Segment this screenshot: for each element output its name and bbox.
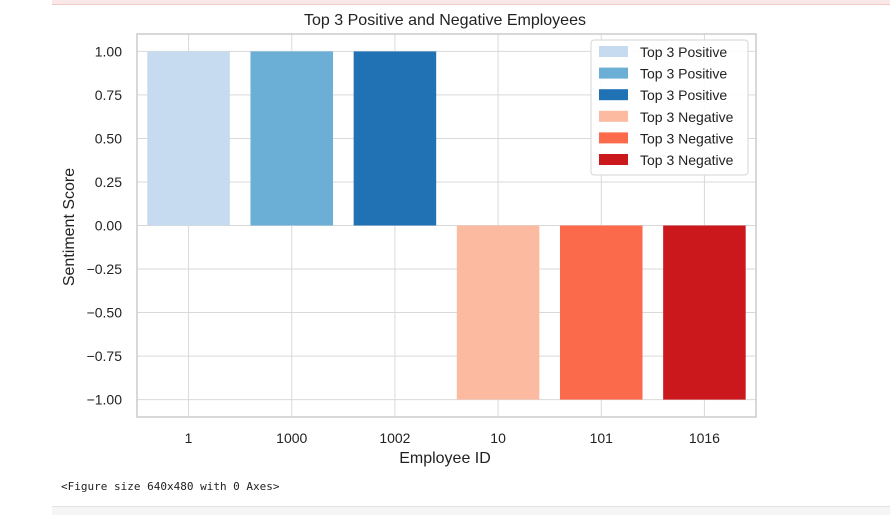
legend-label: Top 3 Positive [640, 87, 727, 103]
y-tick-label: 0.75 [95, 87, 122, 103]
x-tick-label: 101 [590, 430, 614, 446]
legend-swatch [599, 46, 628, 57]
bar-1 [147, 51, 230, 226]
y-tick-label: 0.25 [95, 174, 122, 190]
y-tick-label: 0.00 [95, 218, 122, 234]
x-axis-label: Employee ID [399, 450, 491, 467]
y-tick-label: −0.75 [87, 348, 123, 364]
y-tick-label: −1.00 [87, 392, 123, 408]
legend-label: Top 3 Negative [640, 109, 734, 125]
y-axis-label: Sentiment Score [61, 168, 78, 286]
bar-1016 [663, 225, 746, 400]
y-tick-label: 0.50 [95, 130, 122, 146]
next-cell-edge [52, 506, 890, 515]
bars [147, 51, 746, 400]
legend-label: Top 3 Negative [640, 130, 734, 146]
legend-label: Top 3 Positive [640, 44, 727, 60]
plot-frame [136, 33, 757, 418]
bar-101 [559, 225, 643, 400]
legend-swatch [599, 154, 628, 165]
legend-swatch [599, 110, 628, 122]
legend-box [590, 39, 749, 176]
y-tick-labels: 1.00 0.75 0.50 0.25 0.00 −0.25 −0.50 −0.75 −1.00 [87, 43, 123, 407]
x-tick-label: 1 [185, 430, 193, 446]
legend: Top 3 Positive Top 3 Positive Top 3 Positi… [590, 39, 749, 176]
bar-10 [456, 225, 540, 400]
legend-swatch [599, 89, 628, 101]
bar-1000 [250, 51, 334, 226]
legend-label: Top 3 Positive [640, 66, 727, 82]
x-tick-labels: 1 1000 1002 10 101 1016 [185, 430, 721, 446]
y-tick-label: −0.25 [87, 261, 123, 277]
chart-title: Top 3 Positive and Negative Employees [304, 12, 586, 29]
legend-swatch [599, 67, 628, 79]
x-tick-label: 10 [490, 430, 506, 446]
y-tick-label: 1.00 [95, 43, 122, 59]
x-tick-label: 1000 [276, 430, 307, 446]
legend-label: Top 3 Negative [640, 152, 734, 168]
x-tick-label: 1002 [379, 430, 410, 446]
bar-1002 [353, 51, 437, 226]
previous-cell-edge [52, 0, 890, 5]
legend-swatch [599, 132, 628, 144]
x-tick-label: 1016 [689, 430, 720, 446]
cell-output-text: <Figure size 640x480 with 0 Axes> [61, 480, 280, 493]
y-tick-label: −0.50 [87, 305, 123, 321]
